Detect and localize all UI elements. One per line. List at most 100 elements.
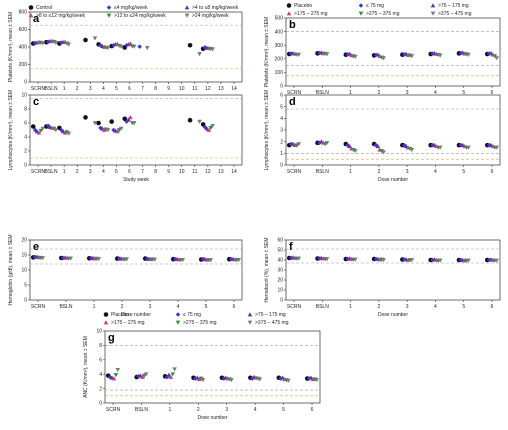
x-tick-label: 5 xyxy=(115,169,118,175)
legend-marker xyxy=(29,5,34,10)
legend-entry: >375 – 475 mg xyxy=(438,11,472,17)
y-tick-label: 500 xyxy=(275,16,284,22)
legend-entry: >12 to ≤24 mg/kg/week xyxy=(114,13,166,19)
x-tick-label: SCRN xyxy=(287,304,302,310)
x-tick-label: 13 xyxy=(218,169,224,175)
y-tick-label: 50 xyxy=(277,248,283,254)
x-tick-label: BSLN xyxy=(59,304,72,310)
y-tick-label: 4 xyxy=(24,135,27,141)
legend-entry: Placebo xyxy=(111,312,129,318)
y-axis-title: Lymphocytes (K/mm³), mean ± SEM xyxy=(264,90,270,170)
legend-marker xyxy=(185,5,190,9)
x-tick-label: 10 xyxy=(179,86,185,92)
y-tick-label: 4 xyxy=(280,116,283,122)
panel-letter: c xyxy=(33,96,39,108)
y-tick-label: 8 xyxy=(99,343,102,349)
legend-entry: >275 – 375 mg xyxy=(183,320,217,326)
legend-entry: ≤ 75 mg xyxy=(366,3,384,9)
x-tick-label: 11 xyxy=(192,86,197,92)
x-axis-title: Dose number xyxy=(378,312,408,318)
x-tick-label: 1 xyxy=(63,169,66,175)
y-tick-label: 0 xyxy=(280,298,283,304)
x-tick-label: 1 xyxy=(349,304,352,310)
panel-letter: f xyxy=(289,241,293,253)
data-point xyxy=(172,367,177,371)
legend-marker xyxy=(359,12,364,16)
y-tick-label: 0 xyxy=(280,163,283,169)
x-tick-label: BSLN xyxy=(45,86,58,92)
x-tick-label: 12 xyxy=(205,169,211,175)
legend-marker xyxy=(107,5,112,10)
y-tick-label: 3 xyxy=(280,128,283,134)
data-point xyxy=(93,36,98,40)
legend-marker xyxy=(287,3,292,8)
legend-entry: >75 – 175 mg xyxy=(255,312,286,318)
y-tick-label: 400 xyxy=(275,29,284,35)
x-tick-label: 5 xyxy=(282,407,285,413)
x-tick-label: 2 xyxy=(377,169,380,175)
y-tick-label: 6 xyxy=(99,358,102,364)
x-tick-label: BSLN xyxy=(316,169,329,175)
y-tick-label: 10 xyxy=(21,268,27,274)
y-tick-label: 20 xyxy=(277,278,283,284)
x-tick-label: 5 xyxy=(462,169,465,175)
legend-marker xyxy=(176,321,181,325)
data-point xyxy=(188,43,193,48)
x-tick-label: 3 xyxy=(225,407,228,413)
x-tick-label: 1 xyxy=(349,169,352,175)
legend-entry: >275 – 375 mg xyxy=(366,11,400,17)
x-tick-label: 7 xyxy=(141,169,144,175)
y-tick-label: 2 xyxy=(24,149,27,155)
y-axis-title: Hemoglobin (g/dl), mean ± SEM xyxy=(8,234,14,305)
y-tick-label: 6 xyxy=(24,121,27,127)
y-tick-label: 0 xyxy=(24,80,27,86)
y-axis-title: Platelets (K/mm³), mean ± SEM xyxy=(8,12,14,82)
y-tick-label: 60 xyxy=(277,238,283,244)
data-point xyxy=(137,44,142,49)
x-tick-label: 3 xyxy=(89,86,92,92)
y-axis-title: Lymphocytes (K/mm³), mean ± SEM xyxy=(8,90,14,170)
x-tick-label: 7 xyxy=(141,86,144,92)
x-tick-label: 4 xyxy=(254,407,257,413)
x-tick-label: 1 xyxy=(63,86,66,92)
legend-entry: >24 mg/kg/week xyxy=(192,13,229,19)
x-tick-label: 11 xyxy=(192,169,197,175)
x-axis-title: Study week xyxy=(123,177,149,183)
y-axis-title: ANC (K/mm³), mean ± SEM xyxy=(83,336,89,398)
x-tick-label: 6 xyxy=(128,86,131,92)
legend-marker xyxy=(248,312,253,316)
x-tick-label: 9 xyxy=(167,86,170,92)
legend-marker xyxy=(248,321,253,325)
y-tick-label: 600 xyxy=(19,27,28,33)
y-tick-label: 4 xyxy=(99,372,102,378)
x-tick-label: 1 xyxy=(168,407,171,413)
legend-entry: ≤ 75 mg xyxy=(183,312,201,318)
y-tick-label: 10 xyxy=(96,329,102,335)
legend-marker xyxy=(431,12,436,16)
x-tick-label: 3 xyxy=(406,304,409,310)
y-tick-label: 40 xyxy=(277,258,283,264)
legend-entry: >175 – 275 mg xyxy=(111,320,145,326)
x-tick-label: 10 xyxy=(179,169,185,175)
y-tick-label: 30 xyxy=(277,268,283,274)
legend-marker xyxy=(107,14,112,18)
y-tick-label: 10 xyxy=(277,288,283,294)
x-tick-label: 4 xyxy=(434,169,437,175)
legend-marker xyxy=(359,3,364,8)
legend-marker xyxy=(185,14,190,18)
x-tick-label: BSLN xyxy=(45,169,58,175)
legend-marker xyxy=(104,312,109,317)
legend-entry: >4 to ≤8 mg/kg/week xyxy=(192,5,239,11)
y-tick-label: 200 xyxy=(19,62,28,68)
data-point xyxy=(188,118,193,123)
legend-entry: ≤4 mg/kg/week xyxy=(114,5,148,11)
x-tick-label: 2 xyxy=(197,407,200,413)
data-point xyxy=(114,373,119,377)
legend-entry: Control xyxy=(36,5,52,11)
legend-entry: Placebo xyxy=(294,3,312,9)
panel-letter: d xyxy=(289,96,296,108)
y-tick-label: 2 xyxy=(99,386,102,392)
x-tick-label: 6 xyxy=(491,169,494,175)
x-tick-label: 6 xyxy=(233,304,236,310)
